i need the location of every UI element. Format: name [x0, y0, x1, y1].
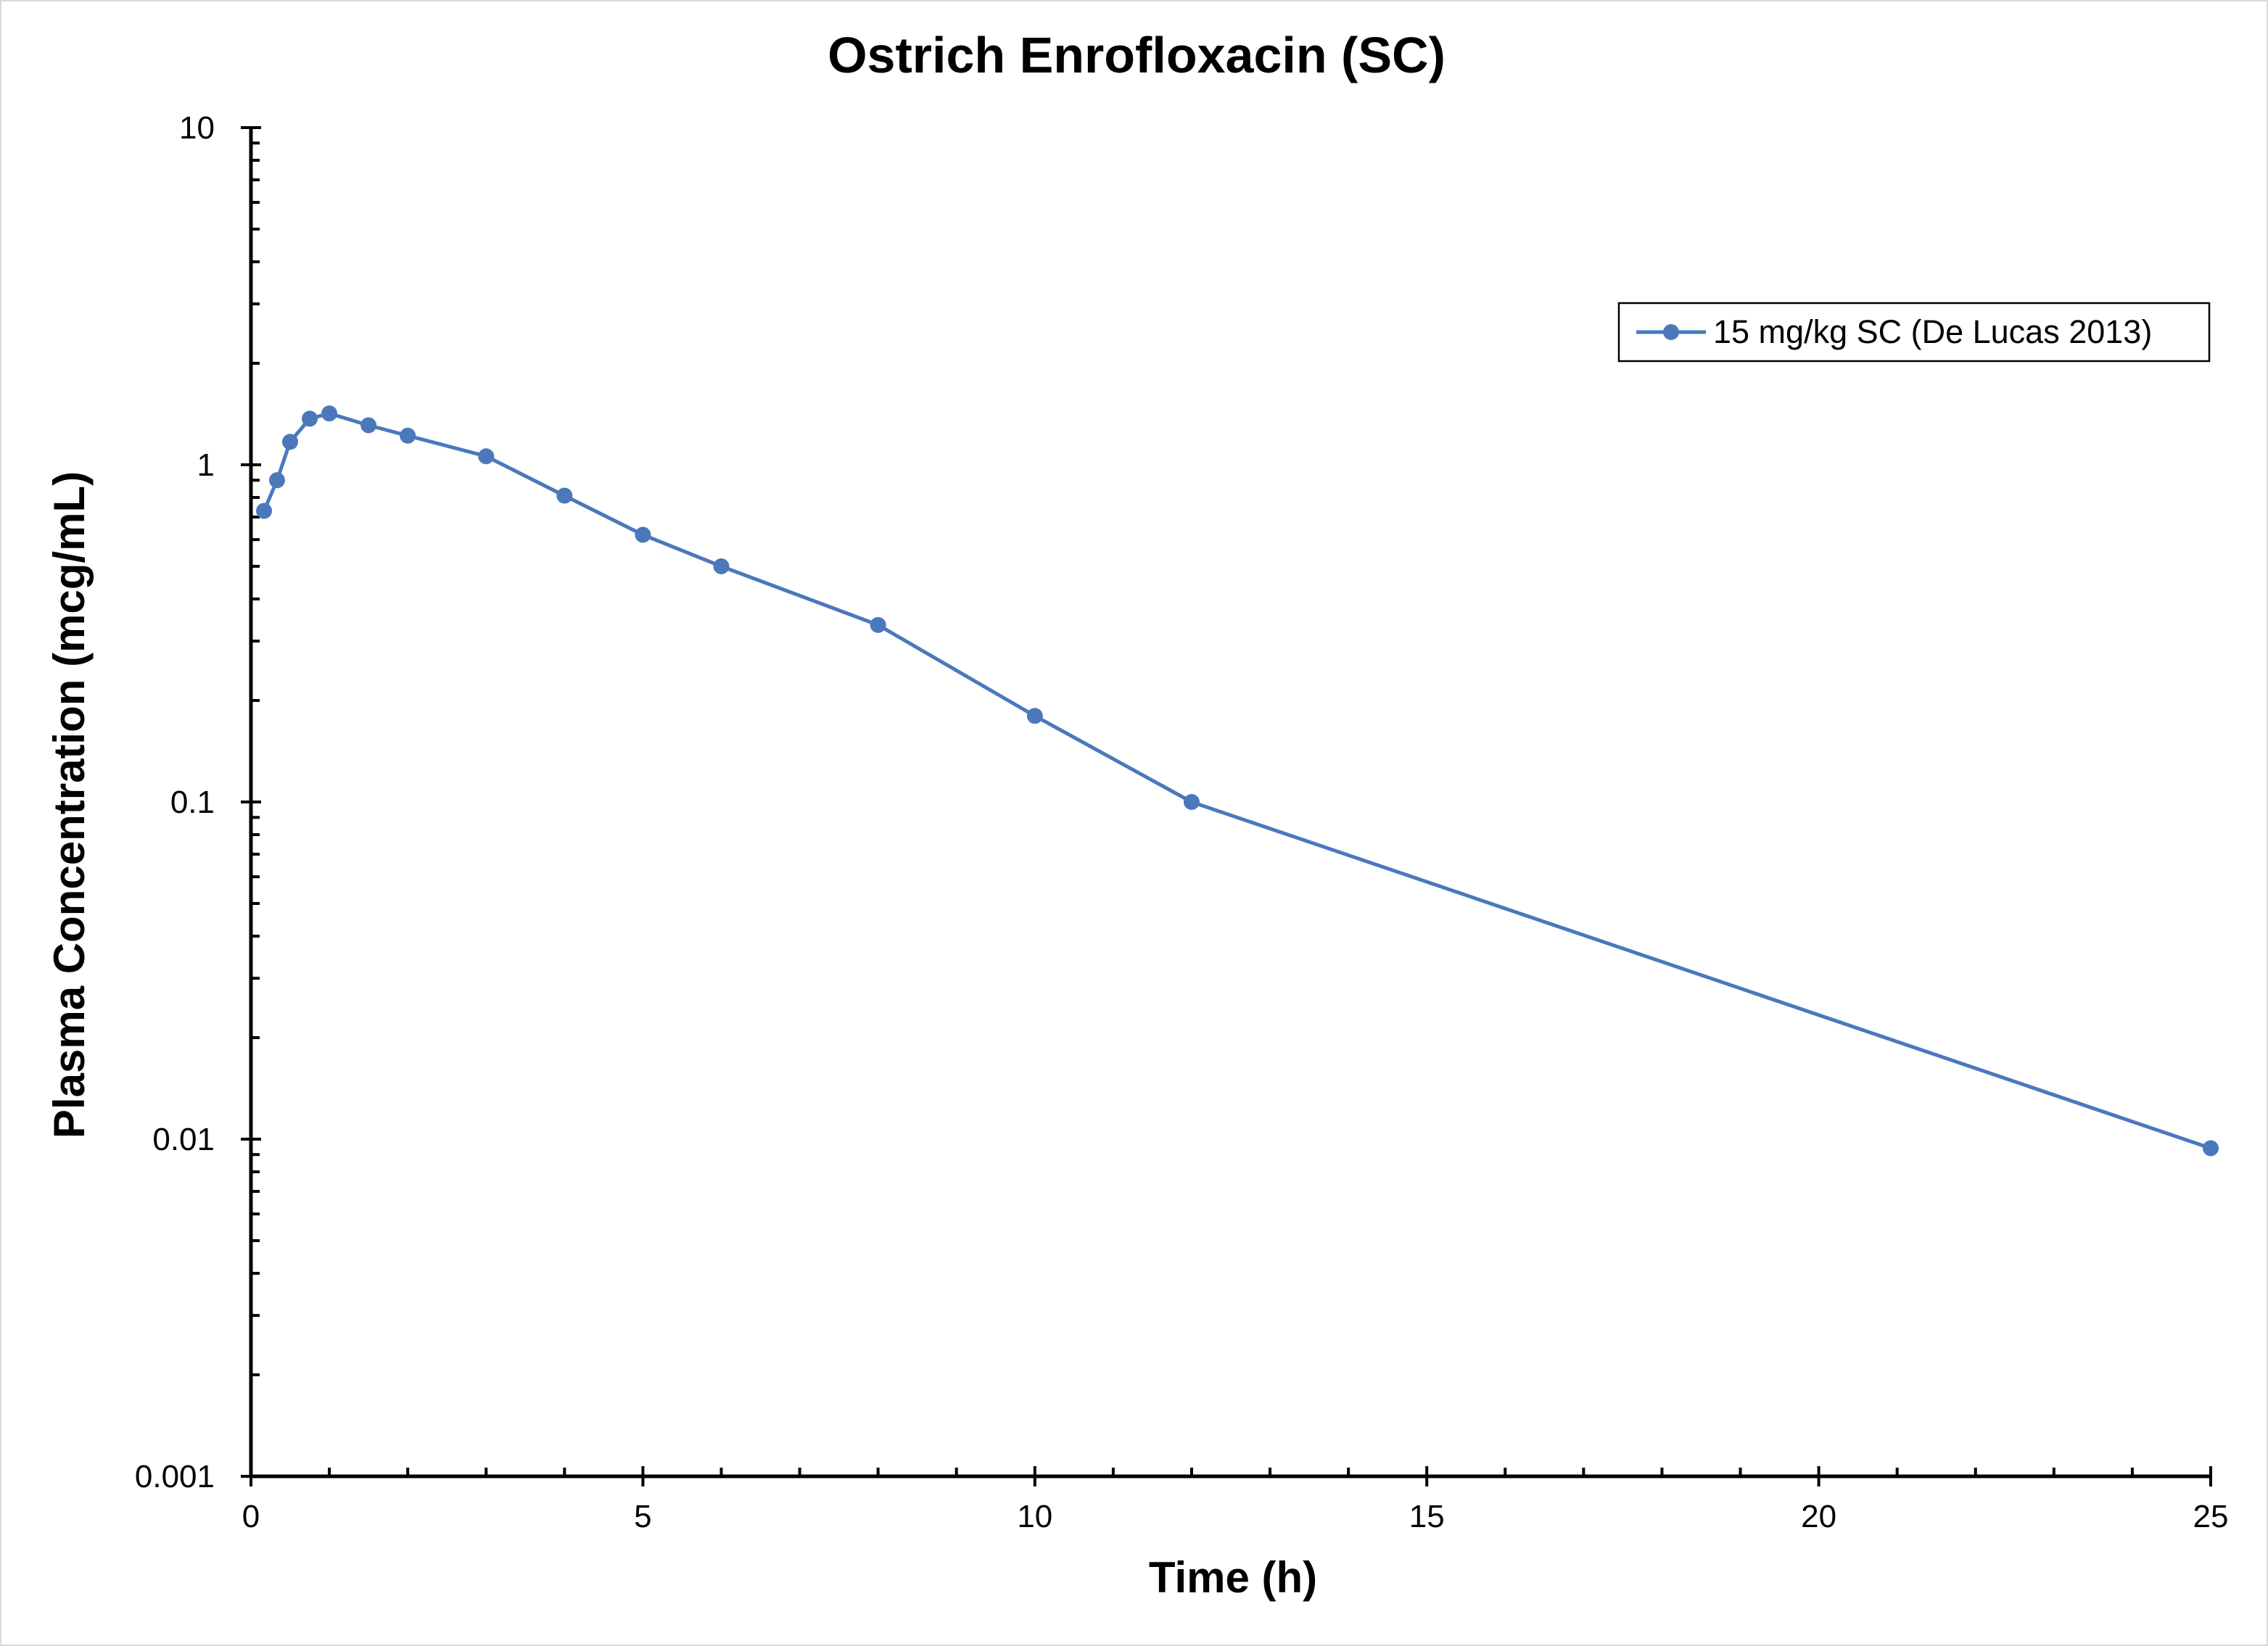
data-point: [282, 434, 299, 450]
data-point: [1026, 708, 1043, 724]
data-point: [713, 558, 730, 574]
x-tick-label: 10: [1017, 1499, 1052, 1534]
y-axis-ticks: 0.001 0.01 0.1 1 10: [135, 110, 261, 1494]
x-axis-ticks: 0 5 10 15 20 25: [242, 1466, 2229, 1534]
data-point: [256, 503, 273, 519]
y-tick-label: 0.01: [152, 1122, 215, 1157]
data-point: [400, 427, 416, 444]
y-tick-label: 0.001: [135, 1459, 215, 1494]
data-point: [870, 616, 886, 633]
legend: 15 mg/kg SC (De Lucas 2013): [1617, 302, 2211, 363]
data-point: [302, 410, 318, 427]
y-tick-label: 10: [179, 110, 215, 146]
y-axis-title: Plasma Concentration (mcg/mL): [45, 471, 94, 1138]
x-axis-title: Time (h): [1149, 1553, 1317, 1602]
data-point: [1183, 794, 1200, 810]
data-point: [556, 487, 573, 504]
data-point: [321, 405, 338, 422]
legend-marker-swatch: [1663, 324, 1679, 340]
legend-label: 15 mg/kg SC (De Lucas 2013): [1713, 313, 2152, 350]
series-layer: [256, 405, 2219, 1157]
y-tick-label: 1: [197, 447, 215, 483]
data-point: [268, 472, 285, 489]
x-tick-label: 25: [2193, 1499, 2229, 1534]
data-point: [2203, 1140, 2219, 1157]
x-tick-label: 5: [634, 1499, 651, 1534]
series-line: [262, 411, 2211, 1150]
legend-box: [1617, 302, 2211, 363]
data-point: [635, 526, 651, 543]
x-tick-label: 0: [242, 1499, 260, 1534]
x-tick-label: 15: [1409, 1499, 1445, 1534]
chart-title: Ostrich Enrofloxacin (SC): [828, 27, 1446, 83]
data-point: [478, 448, 495, 465]
data-point: [360, 417, 377, 434]
y-tick-label: 0.1: [170, 785, 215, 820]
x-tick-label: 20: [1801, 1499, 1836, 1534]
